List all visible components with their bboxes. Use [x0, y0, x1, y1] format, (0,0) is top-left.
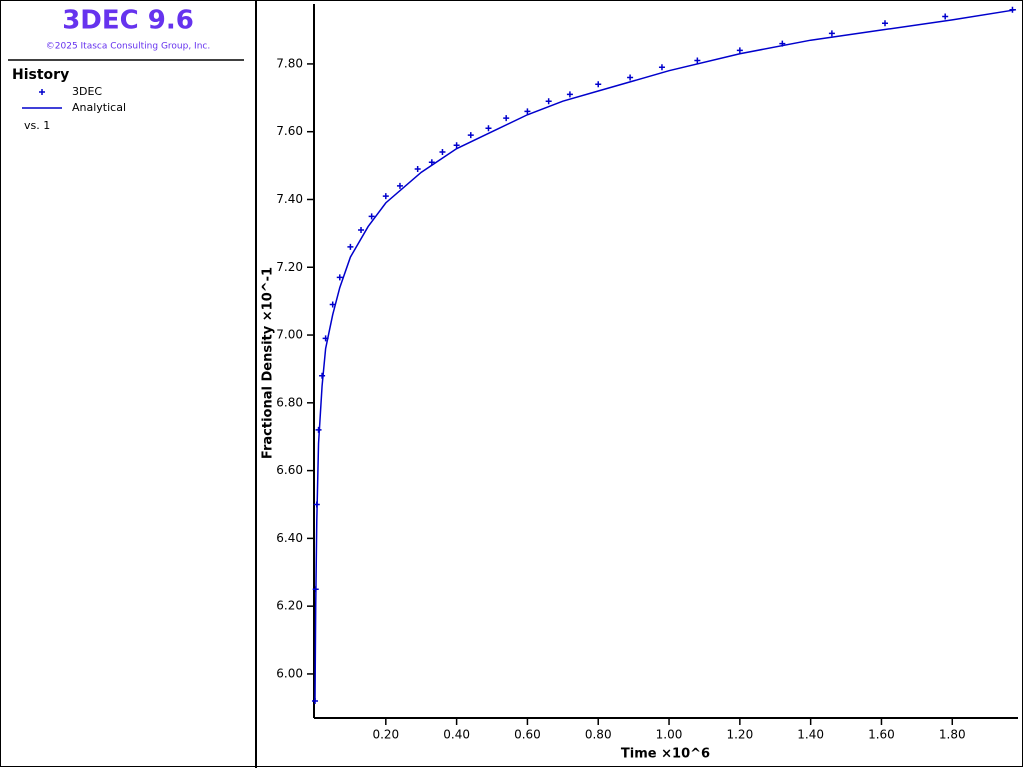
y-tick-label: 7.60 [276, 124, 303, 138]
data-point [828, 30, 835, 37]
data-point [882, 20, 889, 27]
copyright: ©2025 Itasca Consulting Group, Inc. [46, 42, 210, 52]
data-point [358, 226, 365, 233]
data-point [467, 132, 474, 139]
data-point [485, 125, 492, 132]
x-tick-label: 0.40 [443, 728, 470, 742]
x-axis-label: Time ×10^6 [621, 747, 710, 762]
y-tick-label: 7.20 [276, 260, 303, 274]
legend-note: vs. 1 [24, 119, 50, 132]
data-point [336, 274, 343, 281]
data-line [314, 8, 1017, 702]
app-title: 3DEC 9.6 [62, 6, 194, 36]
legend-marker [39, 89, 45, 95]
data-point [414, 165, 421, 172]
y-tick-label: 7.80 [276, 56, 303, 70]
y-tick-label: 6.40 [276, 531, 303, 545]
y-tick-label: 6.20 [276, 599, 303, 613]
y-tick-label: 6.60 [276, 463, 303, 477]
y-tick-label: 6.00 [276, 666, 303, 680]
data-point [503, 115, 510, 122]
data-point [368, 213, 375, 220]
legend-label: 3DEC [72, 85, 102, 98]
x-tick-label: 1.00 [656, 728, 683, 742]
x-tick-label: 1.40 [797, 728, 824, 742]
y-tick-label: 7.40 [276, 192, 303, 206]
data-point [658, 64, 665, 71]
x-tick-label: 0.60 [514, 728, 541, 742]
y-tick-label: 6.80 [276, 395, 303, 409]
data-point [524, 108, 531, 115]
x-tick-label: 1.60 [868, 728, 895, 742]
data-point [694, 57, 701, 64]
data-point [382, 193, 389, 200]
data-point [545, 98, 552, 105]
x-tick-label: 1.20 [726, 728, 753, 742]
x-tick-label: 0.80 [585, 728, 612, 742]
data-point [453, 142, 460, 149]
data-point [627, 74, 634, 81]
y-axis-label: Fractional Density ×10^-1 [261, 267, 276, 459]
data-point [566, 91, 573, 98]
legend-title: History [12, 67, 69, 83]
data-point [736, 47, 743, 54]
data-point [595, 81, 602, 88]
data-point [428, 159, 435, 166]
data-point [942, 13, 949, 20]
data-point [347, 243, 354, 250]
x-tick-label: 0.20 [372, 728, 399, 742]
data-point [439, 149, 446, 156]
y-tick-label: 7.00 [276, 328, 303, 342]
data-point [319, 372, 326, 379]
x-tick-label: 1.80 [939, 728, 966, 742]
data-point [396, 182, 403, 189]
legend-label: Analytical [72, 101, 126, 114]
